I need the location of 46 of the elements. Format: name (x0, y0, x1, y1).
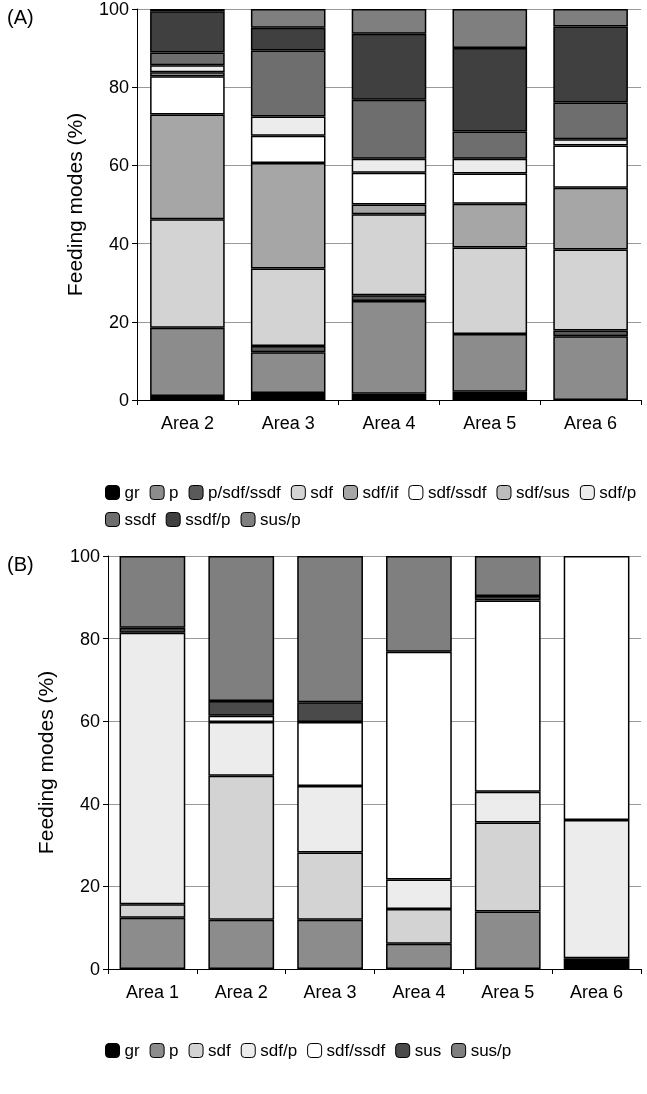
x-tick-label: Area 2 (214, 982, 268, 1002)
y-tick-label: 40 (108, 233, 129, 254)
y-tick-label: 40 (79, 793, 100, 814)
chart-title: (A) (7, 6, 34, 28)
legend-label: sus/p (470, 1041, 512, 1060)
y-tick-label: 20 (108, 311, 129, 332)
x-tick-label: Area 3 (261, 413, 315, 433)
legend-label: sdf (208, 1041, 232, 1060)
legend-label: sdf/p (599, 483, 637, 502)
x-tick-label: Area 5 (481, 982, 535, 1002)
x-tick-label: Area 5 (463, 413, 517, 433)
legend-label: sus (414, 1041, 442, 1060)
x-tick-label: Area 2 (160, 413, 214, 433)
y-axis-title: Feeding modes (%) (34, 670, 57, 855)
legend-label: gr (124, 483, 140, 502)
legend-label: sus/p (260, 510, 301, 529)
legend-label: ssdf/p (185, 510, 231, 529)
x-tick-label: Area 4 (362, 413, 416, 433)
x-tick-label: Area 3 (303, 982, 357, 1002)
y-tick-label: 100 (98, 0, 129, 19)
y-tick-label: 60 (79, 711, 100, 732)
x-tick-label: Area 1 (125, 982, 179, 1002)
legend-label: sdf/ssdf (427, 483, 487, 502)
legend-label: sdf/if (362, 483, 399, 502)
y-tick-label: 100 (69, 546, 100, 566)
chart-title: (B) (7, 553, 34, 575)
y-tick-label: 80 (79, 628, 100, 649)
y-tick-label: 20 (79, 876, 100, 897)
y-axis-title: Feeding modes (%) (63, 112, 86, 297)
x-tick-label: Area 6 (564, 413, 618, 433)
bar (474, 556, 541, 597)
y-tick-label: 0 (118, 390, 129, 410)
x-tick-label: Area 6 (570, 982, 624, 1002)
legend-label: ssdf (124, 510, 156, 529)
legend-label: sdf (310, 483, 334, 502)
legend-label: p/sdf/ssdf (208, 483, 282, 502)
legend-label: gr (124, 1041, 140, 1060)
legend-label: p (169, 483, 179, 502)
y-tick-label: 60 (108, 155, 129, 176)
x-tick-label: Area 4 (392, 982, 446, 1002)
y-tick-label: 0 (89, 959, 100, 979)
y-tick-label: 80 (108, 77, 129, 98)
legend-label: sdf/sus (515, 483, 570, 502)
legend-label: sdf/ssdf (326, 1041, 386, 1060)
legend-label: sdf/p (260, 1041, 298, 1060)
legend-label: p (169, 1041, 179, 1060)
